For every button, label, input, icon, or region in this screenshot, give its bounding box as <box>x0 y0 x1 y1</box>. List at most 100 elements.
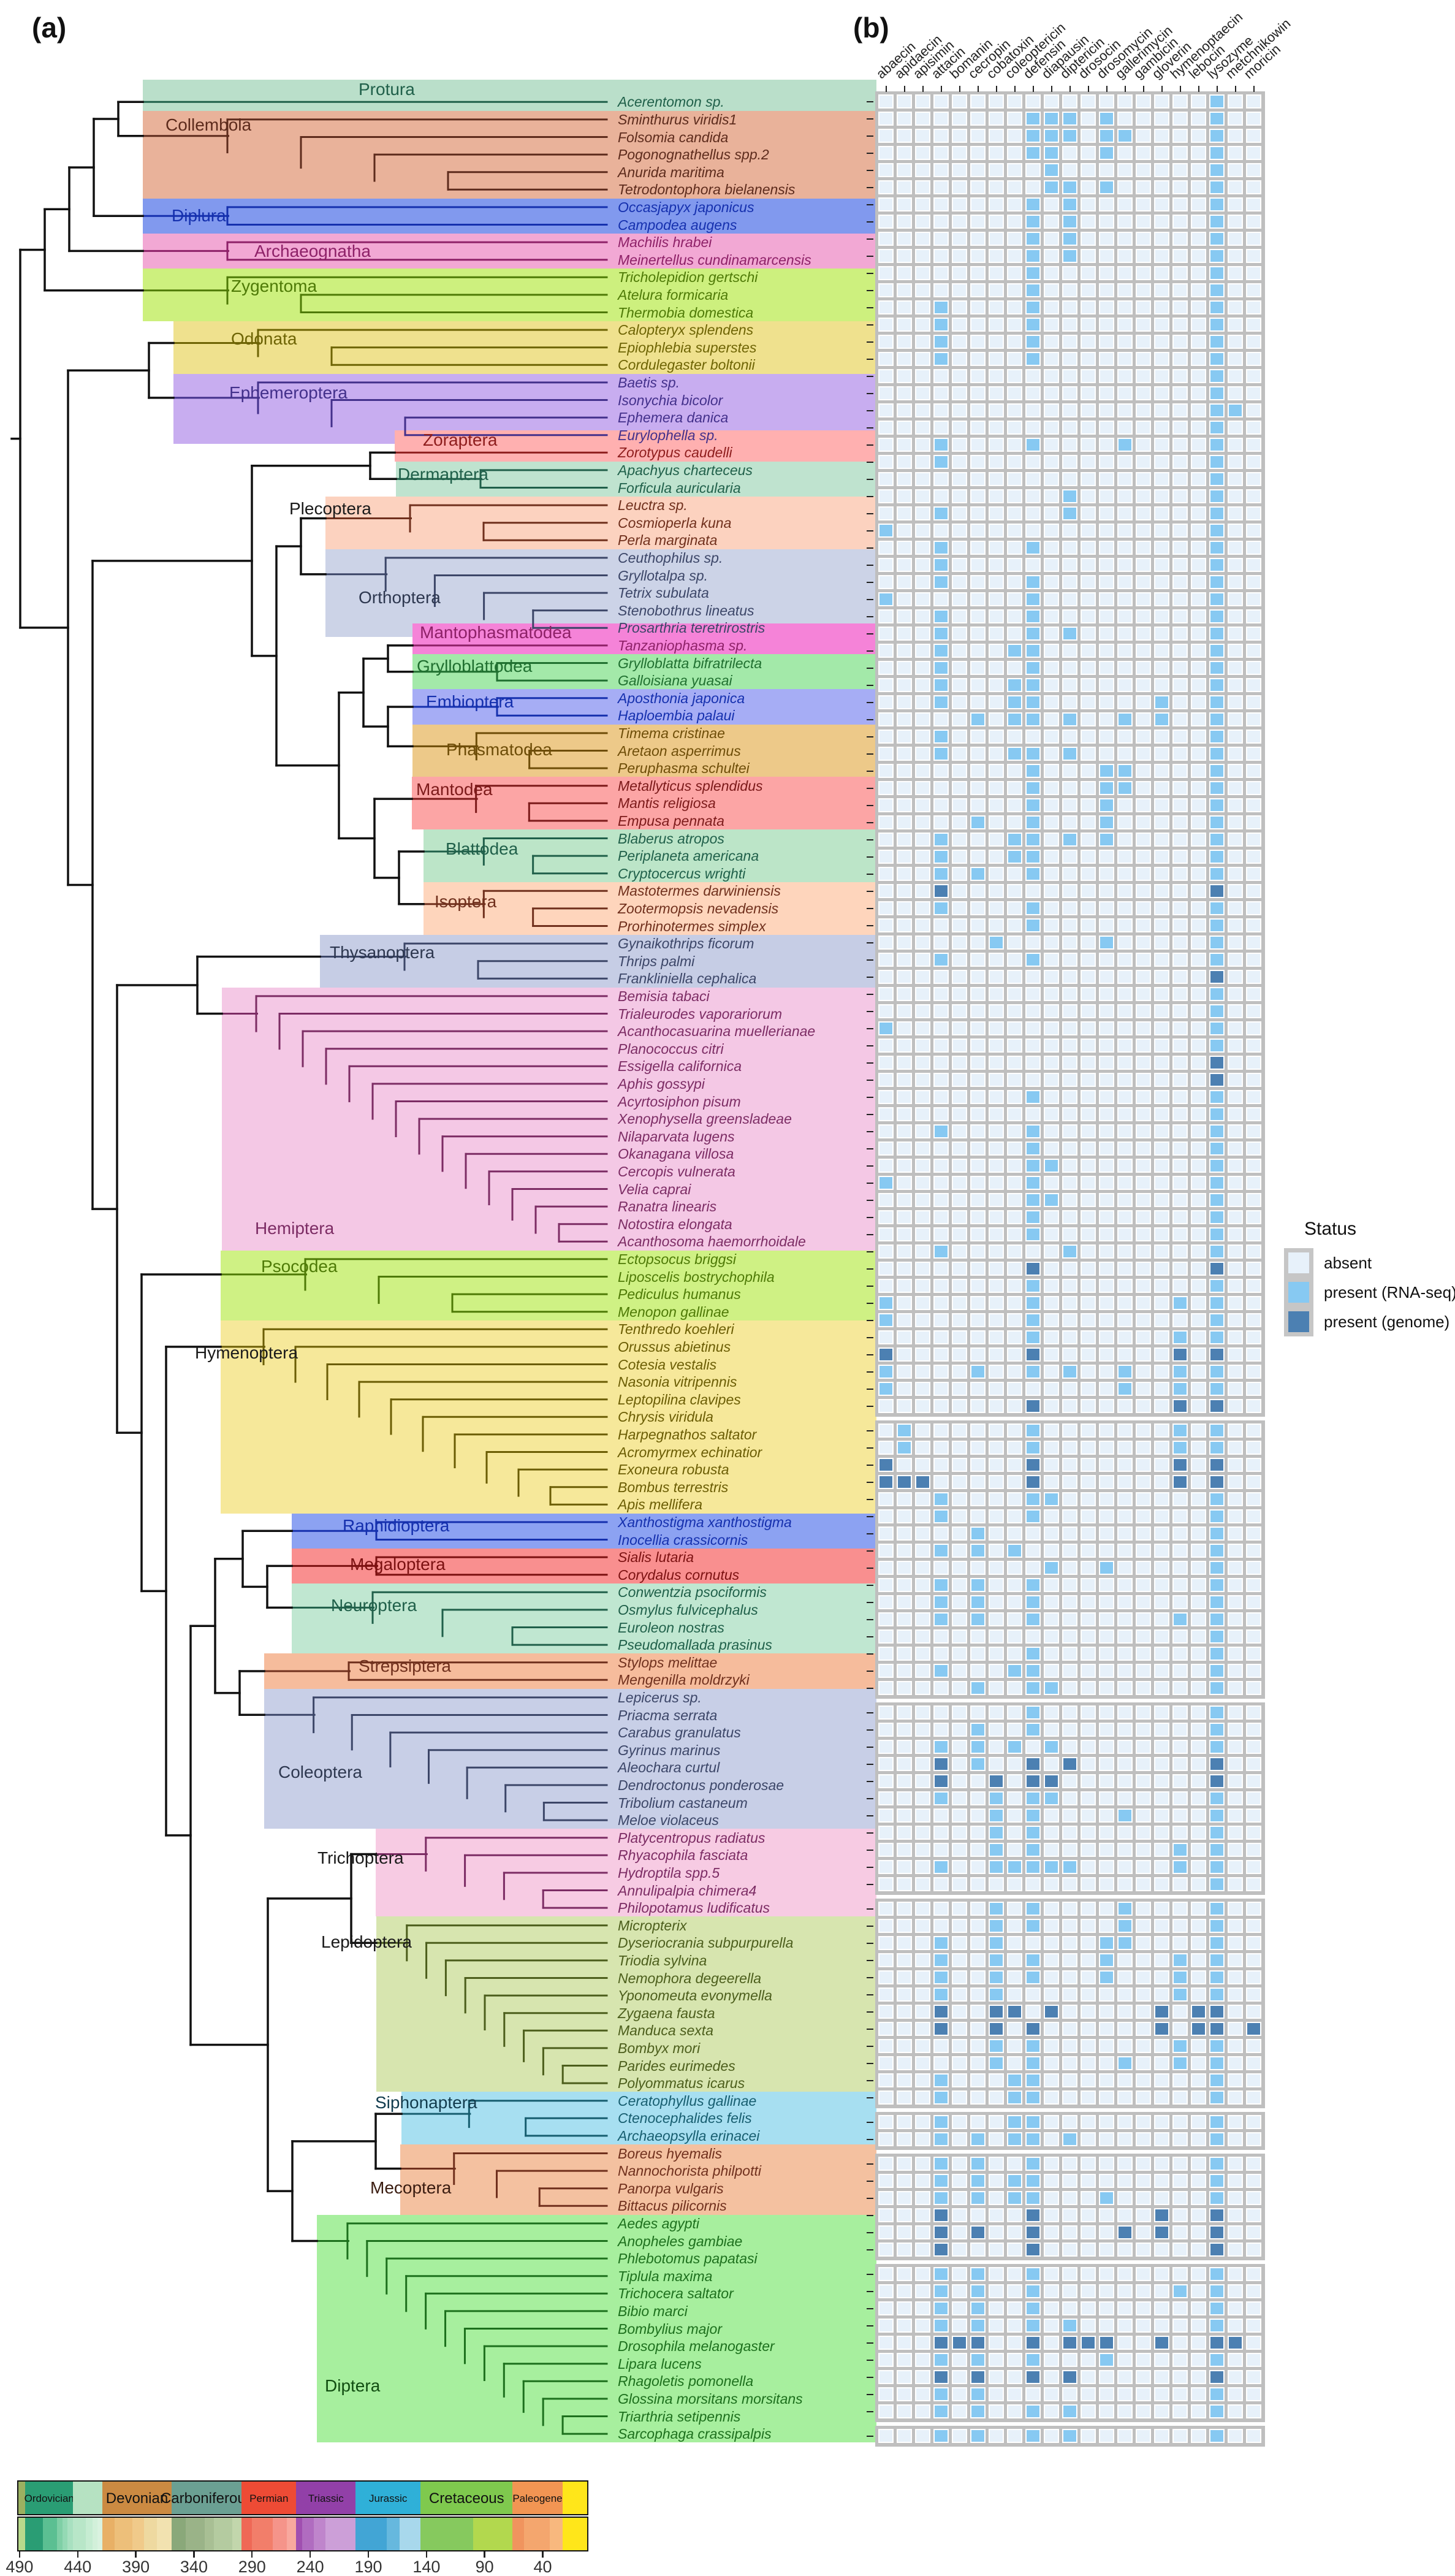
heatmap-cell <box>1098 1227 1114 1241</box>
heatmap-cell <box>951 969 967 984</box>
heatmap-cell <box>1117 2156 1133 2171</box>
heatmap-cell <box>1135 145 1151 160</box>
heatmap-cell <box>988 849 1004 864</box>
heatmap-cell <box>1098 1774 1114 1788</box>
heatmap-cell <box>1025 2301 1041 2315</box>
heatmap-cell <box>1190 1543 1206 1558</box>
heatmap-cell <box>1227 2352 1243 2367</box>
heatmap-cell <box>878 918 894 932</box>
heatmap-cell <box>1245 2352 1261 2367</box>
heatmap-cell <box>933 763 949 778</box>
heatmap-cell <box>1190 1825 1206 1840</box>
heatmap-cell <box>1117 695 1133 709</box>
heatmap-cell <box>896 2301 912 2315</box>
heatmap-cell <box>1209 1560 1225 1575</box>
heatmap-cell <box>1135 1935 1151 1950</box>
species-label: Zorotypus caudelli <box>618 444 732 461</box>
heatmap-cell <box>1117 94 1133 109</box>
heatmap-cell <box>988 265 1004 280</box>
heatmap-cell <box>1245 471 1261 486</box>
heatmap-cell <box>1043 626 1059 641</box>
heatmap-cell <box>1025 1440 1041 1455</box>
heatmap-cell <box>933 1612 949 1626</box>
heatmap-cell <box>970 2056 986 2070</box>
heatmap-cell <box>1153 1756 1169 1771</box>
heatmap-cell <box>914 1398 930 1413</box>
heatmap-cell <box>1117 574 1133 589</box>
heatmap-cell <box>896 592 912 606</box>
heatmap-cell <box>1080 1141 1096 1156</box>
heatmap-cell <box>1062 1859 1077 1874</box>
heatmap-cell <box>1190 1457 1206 1472</box>
heatmap-cell <box>1006 1953 1022 1967</box>
heatmap-cell <box>1006 1347 1022 1362</box>
heatmap-cell <box>896 265 912 280</box>
heatmap-cell <box>1006 1739 1022 1754</box>
heatmap-cell <box>970 1004 986 1018</box>
heatmap-cell <box>1172 420 1188 435</box>
heatmap-cell <box>878 1474 894 1489</box>
heatmap-cell <box>1209 1124 1225 1138</box>
order-label-neuroptera: Neuroptera <box>331 1596 417 1615</box>
heatmap-cell <box>878 1004 894 1018</box>
heatmap-cell <box>1209 489 1225 503</box>
heatmap-cell <box>1080 2073 1096 2087</box>
species-label: Velia caprai <box>618 1181 691 1197</box>
heatmap-cell <box>988 901 1004 915</box>
heatmap-cell <box>1227 111 1243 126</box>
heatmap-cell <box>1006 712 1022 726</box>
legend-swatch-a <box>1284 1248 1313 1278</box>
heatmap-cell <box>1025 1278 1041 1293</box>
heatmap-cell <box>914 2173 930 2188</box>
heatmap-cell <box>1135 1295 1151 1310</box>
heatmap-cell <box>878 849 894 864</box>
heatmap-cell <box>1062 2056 1077 2070</box>
heatmap-cell <box>914 2090 930 2105</box>
heatmap-cell <box>1209 574 1225 589</box>
heatmap-cell <box>1062 403 1077 417</box>
heatmap-cell <box>1245 2242 1261 2257</box>
heatmap-cell <box>1172 746 1188 761</box>
heatmap-cell <box>1080 832 1096 847</box>
heatmap-cell <box>1153 1072 1169 1087</box>
heatmap-cell <box>1062 1423 1077 1438</box>
heatmap-row-tick <box>867 1763 873 1766</box>
heatmap-cell <box>1006 1381 1022 1396</box>
heatmap-cell <box>1227 2369 1243 2384</box>
heatmap-cell <box>1025 969 1041 984</box>
heatmap-cell <box>1172 1261 1188 1276</box>
heatmap-cell <box>1006 729 1022 744</box>
heatmap-cell <box>1245 283 1261 297</box>
heatmap-cell <box>1190 317 1206 332</box>
heatmap-cell <box>951 2208 967 2222</box>
species-label: Bombyx mori <box>618 2040 701 2056</box>
order-label-dermaptera: Dermaptera <box>398 465 488 484</box>
heatmap-cell <box>1025 1526 1041 1541</box>
heatmap-cell <box>1098 437 1114 452</box>
heatmap-cell <box>1117 1577 1133 1592</box>
heatmap-cell <box>1227 197 1243 211</box>
heatmap-cell <box>1209 1364 1225 1379</box>
heatmap-cell <box>896 1492 912 1506</box>
timescale-block <box>400 2518 422 2550</box>
heatmap-cell <box>914 368 930 383</box>
heatmap-cell <box>1025 2038 1041 2053</box>
heatmap-cell <box>1227 883 1243 898</box>
heatmap-cell <box>1117 1440 1133 1455</box>
heatmap-cell <box>951 1705 967 1720</box>
timescale-axis-tick <box>18 2551 21 2558</box>
heatmap-cell <box>1080 1089 1096 1104</box>
species-label: Leuctra sp. <box>618 497 688 514</box>
heatmap-cell <box>1006 506 1022 520</box>
heatmap-row-tick <box>867 1481 873 1484</box>
heatmap-cell <box>878 1038 894 1053</box>
heatmap-cell <box>1080 1739 1096 1754</box>
heatmap-cell <box>1098 386 1114 400</box>
heatmap-cell <box>933 1901 949 1916</box>
heatmap-row-tick <box>867 976 873 978</box>
heatmap-cell <box>988 643 1004 658</box>
heatmap-cell <box>951 2242 967 2257</box>
heatmap-cell <box>1209 2242 1225 2257</box>
heatmap-cell <box>1117 1158 1133 1173</box>
heatmap-cell <box>1098 1918 1114 1933</box>
